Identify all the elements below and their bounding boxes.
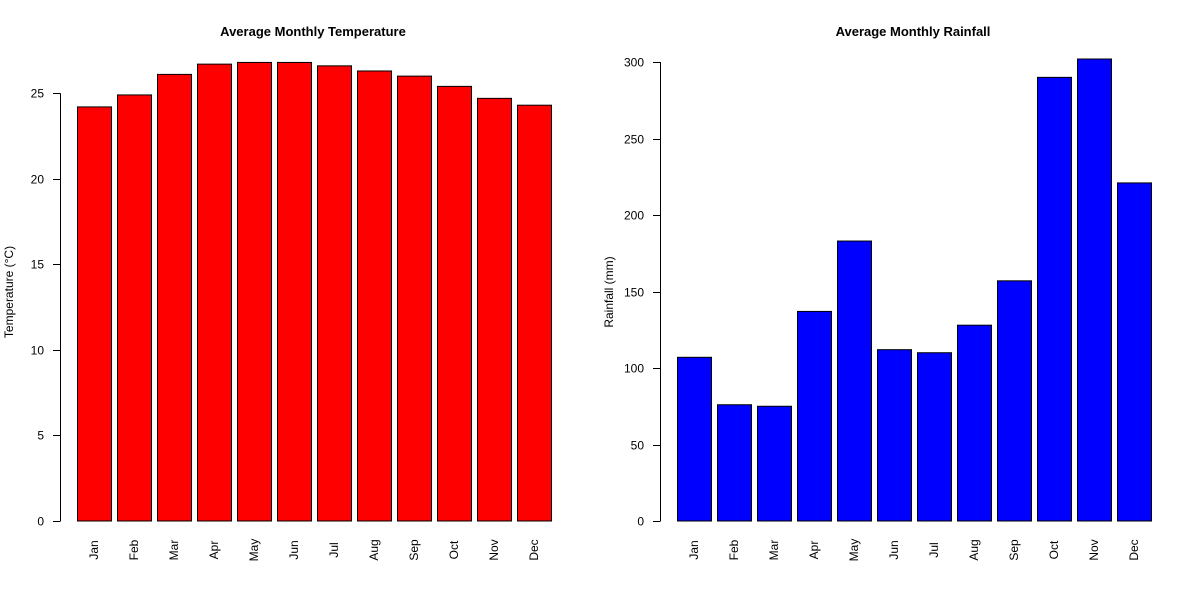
temperature-bar-oct <box>437 85 472 522</box>
temperature-x-tick-label: May <box>247 539 261 562</box>
rainfall-y-tick-label: 0 <box>637 515 644 529</box>
temperature-x-tick-label: Jul <box>327 542 341 557</box>
temperature-y-tick-label: 10 <box>31 344 45 358</box>
temperature-bar-nov <box>477 97 512 522</box>
temperature-y-tick-label: 20 <box>31 173 45 187</box>
temperature-x-tick-label: Nov <box>487 539 501 560</box>
temperature-y-tick-label: 15 <box>31 258 45 272</box>
rainfall-x-tick-label: Jan <box>687 540 701 559</box>
temperature-bar-sep <box>397 75 432 522</box>
rainfall-bar-dec <box>1117 182 1152 522</box>
temperature-bar-aug <box>357 70 392 522</box>
rainfall-x-tick-label: Dec <box>1127 539 1141 560</box>
rainfall-y-axis-title: Rainfall (mm) <box>602 256 616 327</box>
temperature-bars <box>77 61 552 522</box>
rainfall-chart-title: Average Monthly Rainfall <box>836 24 991 39</box>
temperature-y-tick-label: 5 <box>37 429 44 443</box>
temperature-x-tick-label: Oct <box>447 540 461 559</box>
rainfall-x-tick-label: Feb <box>727 539 741 560</box>
rainfall-bar-jan <box>677 356 712 522</box>
rainfall-bar-aug <box>957 324 992 522</box>
rainfall-bar-oct <box>1037 76 1072 522</box>
temperature-chart-title: Average Monthly Temperature <box>220 24 406 39</box>
rainfall-y-tick-label: 300 <box>624 56 644 70</box>
temperature-y-tick-label: 25 <box>31 87 45 101</box>
rainfall-bars <box>677 58 1152 522</box>
temperature-x-tick-label: Feb <box>127 539 141 560</box>
rainfall-y-tick-label: 200 <box>624 209 644 223</box>
temperature-y-tick-label: 0 <box>37 515 44 529</box>
rainfall-x-tick-label: Sep <box>1007 539 1021 561</box>
temperature-bar-jan <box>77 106 112 522</box>
rainfall-bar-jul <box>917 352 952 522</box>
temperature-x-tick-label: Aug <box>367 539 381 560</box>
temperature-bar-may <box>237 61 272 522</box>
temperature-bar-jul <box>317 65 352 522</box>
temperature-x-tick-labels: Jan Feb Mar Apr May Jun Jul Aug Sep Oct Nov Dec <box>87 539 541 562</box>
rainfall-x-tick-label: Apr <box>807 541 821 560</box>
temperature-x-tick-label: Dec <box>527 539 541 560</box>
rainfall-y-tick-label: 150 <box>624 286 644 300</box>
rainfall-bar-jun <box>877 349 912 522</box>
rainfall-y-tick-label: 50 <box>631 439 645 453</box>
rainfall-x-tick-label: Nov <box>1087 539 1101 560</box>
temperature-chart: Average Monthly Temperature Temperature … <box>2 24 552 561</box>
temperature-bar-feb <box>117 94 152 522</box>
temperature-y-axis-title: Temperature (°C) <box>2 246 16 338</box>
rainfall-y-tick-label: 100 <box>624 362 644 376</box>
rainfall-y-axis: 0 50 100 150 200 250 300 <box>624 56 661 529</box>
rainfall-bar-sep <box>997 280 1032 522</box>
temperature-y-axis: 0 5 10 15 20 25 <box>31 87 61 529</box>
temperature-x-tick-label: Jan <box>87 540 101 559</box>
rainfall-x-tick-label: Jul <box>927 542 941 557</box>
temperature-x-tick-label: Mar <box>167 540 181 561</box>
temperature-bar-jun <box>277 61 312 522</box>
rainfall-x-tick-label: Mar <box>767 540 781 561</box>
rainfall-bar-mar <box>757 405 792 522</box>
rainfall-y-tick-label: 250 <box>624 133 644 147</box>
temperature-bar-dec <box>517 104 552 522</box>
rainfall-x-tick-label: Aug <box>967 539 981 560</box>
temperature-x-tick-label: Sep <box>407 539 421 561</box>
rainfall-bar-nov <box>1077 58 1112 522</box>
rainfall-bar-feb <box>717 404 752 522</box>
rainfall-x-tick-label: May <box>847 539 861 562</box>
rainfall-bar-may <box>837 240 872 522</box>
rainfall-x-tick-label: Oct <box>1047 540 1061 559</box>
rainfall-chart: Average Monthly Rainfall Rainfall (mm) 0… <box>602 24 1152 561</box>
temperature-x-tick-label: Jun <box>287 540 301 559</box>
rainfall-x-tick-labels: Jan Feb Mar Apr May Jun Jul Aug Sep Oct Nov Dec <box>687 539 1141 562</box>
temperature-x-tick-label: Apr <box>207 541 221 560</box>
rainfall-x-tick-label: Jun <box>887 540 901 559</box>
rainfall-bar-apr <box>797 310 832 522</box>
temperature-bar-mar <box>157 73 192 522</box>
temperature-bar-apr <box>197 63 232 522</box>
